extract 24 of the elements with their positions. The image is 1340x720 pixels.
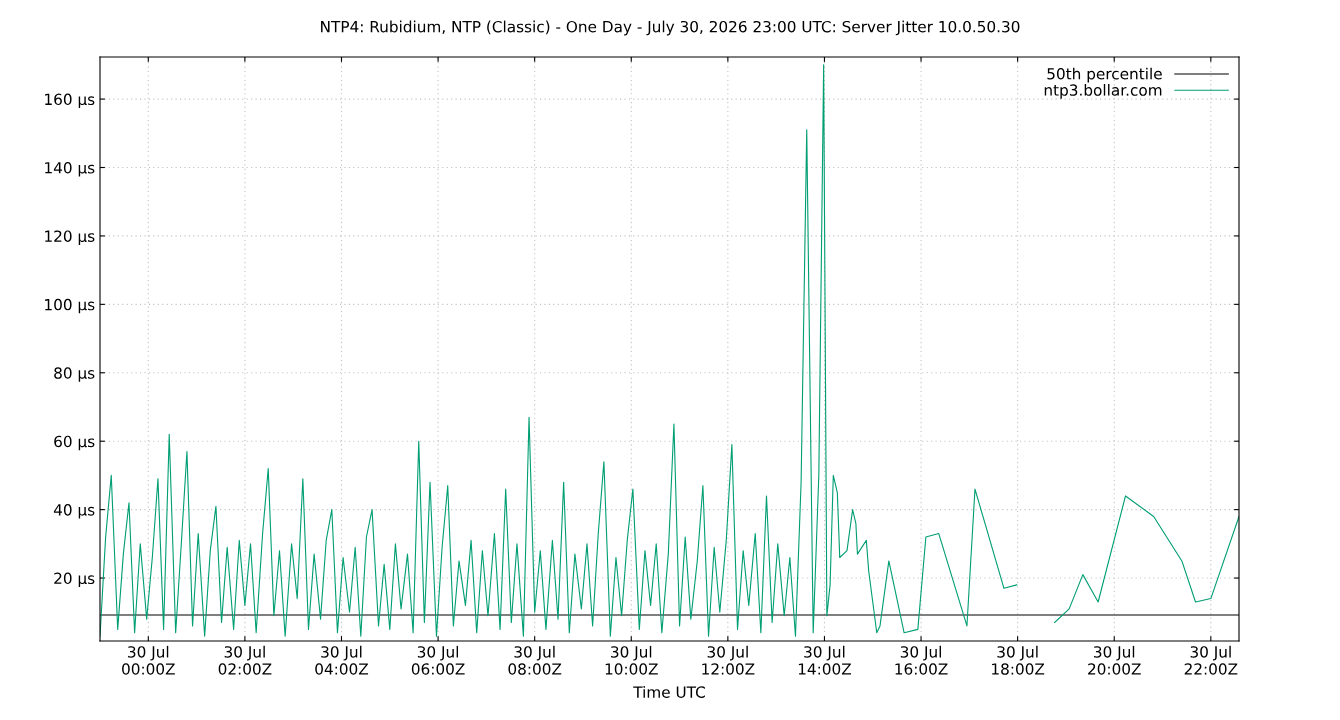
y-tick-label: 20 µs	[54, 572, 95, 588]
x-axis-title: Time UTC	[633, 686, 705, 698]
y-tick-label: 80 µs	[54, 367, 95, 382]
x-tick-label: 30 Jul 22:00Z	[1184, 645, 1238, 675]
x-tick-label: 30 Jul 16:00Z	[895, 645, 948, 675]
y-tick-label: 100 µs	[45, 298, 95, 314]
chart-title: NTP4: Rubidium, NTP (Classic) - One Day - July 30, 2026 23:00 UTC: Server Jitter 10.0.50.30	[321, 20, 1020, 36]
y-tick-label: 140 µs	[45, 161, 95, 177]
x-tick-label: 30 Jul 00:00Z	[122, 645, 175, 675]
y-tick-label: 60 µs	[54, 435, 95, 451]
x-tick-label: 30 Jul 08:00Z	[508, 645, 562, 675]
x-tick-label: 30 Jul 14:00Z	[798, 645, 852, 675]
x-tick-label: 30 Jul 06:00Z	[411, 645, 465, 675]
x-tick-label: 30 Jul 10:00Z	[605, 645, 658, 675]
x-tick-label: 30 Jul 02:00Z	[218, 645, 272, 675]
x-tick-label: 30 Jul 04:00Z	[315, 645, 369, 675]
legend-label: 50th percentile	[1047, 67, 1162, 83]
x-tick-label: 30 Jul 12:00Z	[702, 645, 755, 675]
x-tick-label: 30 Jul 20:00Z	[1088, 645, 1141, 675]
y-tick-label: 120 µs	[45, 230, 95, 245]
y-tick-label: 160 µs	[45, 93, 95, 109]
y-tick-label: 40 µs	[53, 504, 95, 519]
legend-label: ntp3.bollar.com	[1044, 84, 1162, 99]
x-tick-label: 30 Jul 18:00Z	[992, 645, 1045, 675]
